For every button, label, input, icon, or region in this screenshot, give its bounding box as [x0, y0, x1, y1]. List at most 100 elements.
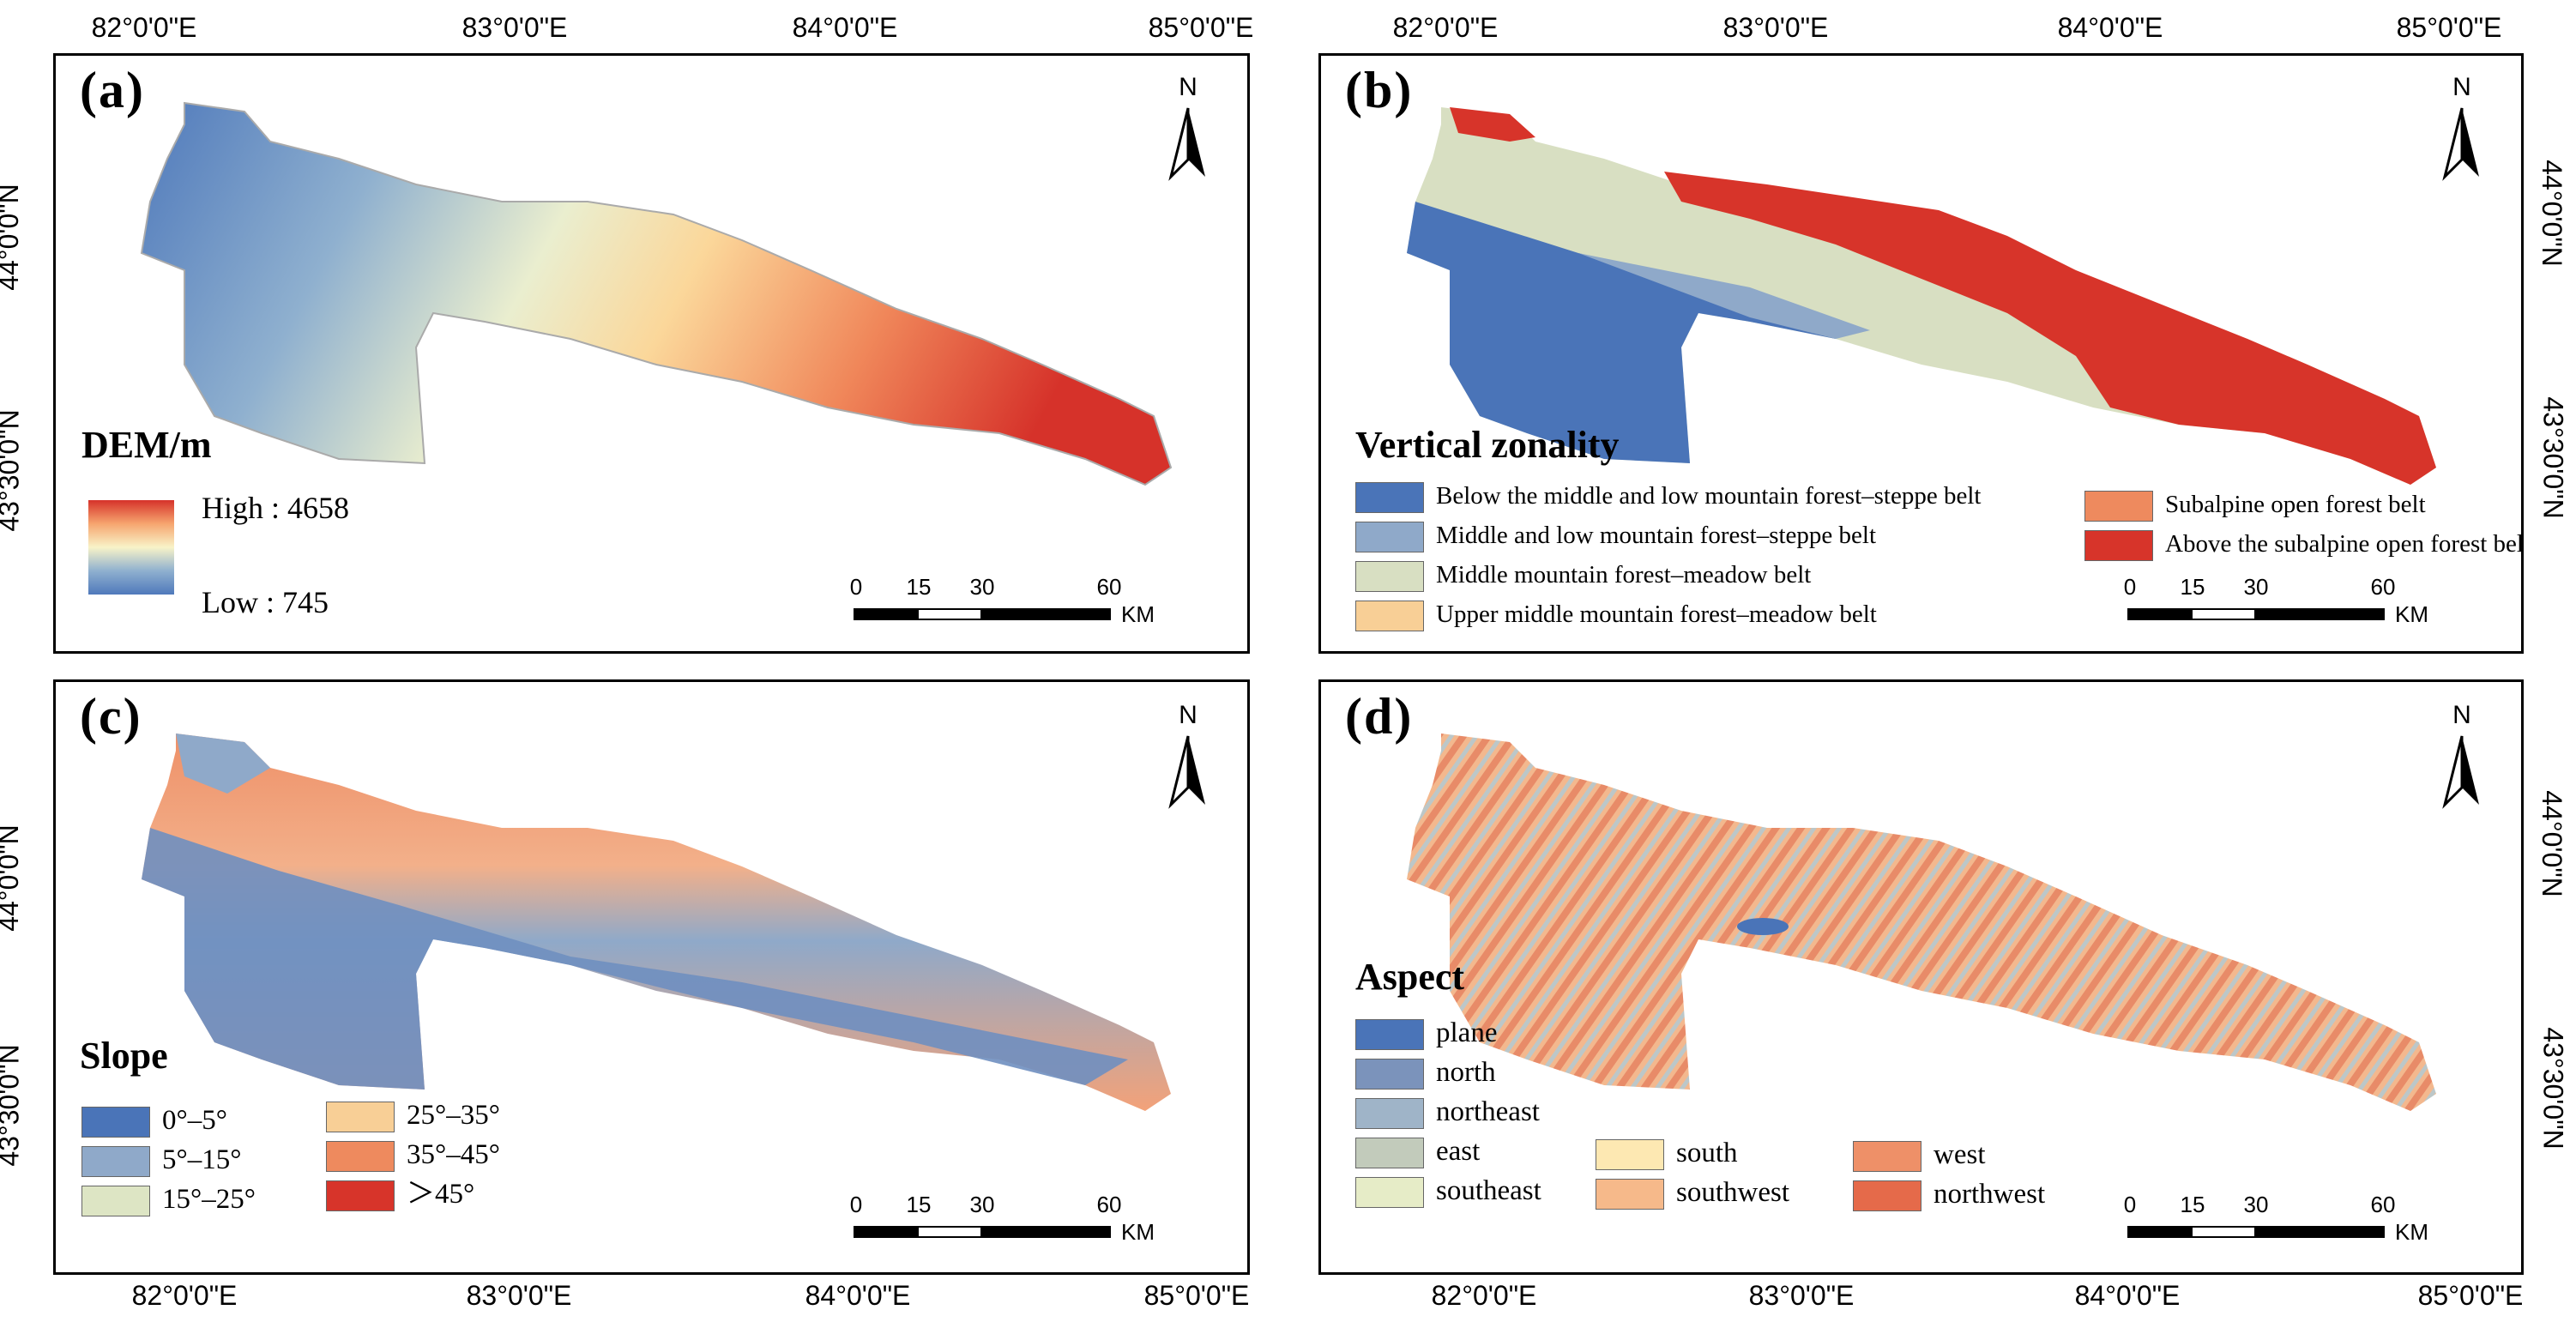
legend-label: Upper middle mountain forest–meadow belt — [1436, 601, 1877, 628]
panel-c-slope: (c) Slope 0°–5° 5°–15° 15°–25° 25°–35° 3… — [53, 679, 1250, 1275]
aspect-legend-col2: south southwest — [1596, 1133, 1789, 1212]
legend-label: 0°–5° — [162, 1105, 227, 1136]
legend-label: east — [1436, 1136, 1481, 1167]
legend-swatch — [1355, 1059, 1424, 1090]
lat-right-b-1: 44°0'0"N — [2536, 160, 2567, 267]
legend-label: southwest — [1676, 1177, 1789, 1208]
top-lon-left-1: 82°0'0"E — [91, 12, 197, 43]
scale-bar-c: 0 15 30 60 KM — [849, 1192, 1155, 1245]
top-lon-left-3: 84°0'0"E — [792, 12, 898, 43]
legend-label: plane — [1436, 1017, 1498, 1048]
bottom-lon-right-1: 82°0'0"E — [1431, 1280, 1537, 1311]
slope-legend-title: Slope — [80, 1035, 168, 1077]
legend-item: Middle and low mountain forest–steppe be… — [1355, 516, 1981, 555]
legend-item: Below the middle and low mountain forest… — [1355, 476, 1981, 516]
top-lon-right-2: 83°0'0"E — [1722, 12, 1829, 43]
zonality-legend-right: Subalpine open forest belt Above the sub… — [2084, 485, 2524, 564]
legend-label: Above the subalpine open forest belt — [2165, 530, 2524, 558]
legend-swatch — [1355, 1098, 1424, 1130]
legend-swatch — [81, 1186, 150, 1217]
lat-right-d-2: 43°30'0"N — [2537, 1027, 2569, 1150]
legend-label: ＞45° — [407, 1179, 475, 1210]
legend-item: 0°–5° — [81, 1101, 256, 1140]
legend-item: 5°–15° — [81, 1140, 256, 1180]
north-arrow-icon — [2442, 735, 2479, 809]
legend-item: southeast — [1355, 1171, 1541, 1210]
slope-legend-left: 0°–5° 5°–15° 15°–25° — [81, 1101, 256, 1219]
zonality-legend-left: Below the middle and low mountain forest… — [1355, 476, 1981, 634]
north-arrow-icon — [1168, 735, 1205, 809]
legend-item: 25°–35° — [326, 1096, 500, 1135]
top-lon-left-2: 83°0'0"E — [462, 12, 568, 43]
north-arrow-b: N — [2436, 73, 2488, 181]
legend-label: Middle mountain forest–meadow belt — [1436, 561, 1812, 589]
legend-label: 25°–35° — [407, 1100, 500, 1131]
lat-left-a-1: 44°0'0"N — [0, 184, 24, 291]
north-arrow-icon — [1168, 107, 1205, 181]
legend-item: northwest — [1853, 1174, 2045, 1214]
zonality-legend-title: Vertical zonality — [1355, 424, 1620, 466]
legend-item: east — [1355, 1132, 1541, 1171]
aspect-map — [1407, 733, 2436, 1111]
legend-swatch — [326, 1141, 395, 1173]
bottom-lon-right-3: 84°0'0"E — [2074, 1280, 2181, 1311]
legend-item: northeast — [1355, 1092, 1541, 1132]
aspect-legend-title: Aspect — [1355, 956, 1465, 998]
panel-c-label: (c) — [80, 688, 142, 745]
scale-bar-b: 0 15 30 60 KM — [2123, 574, 2428, 627]
slope-map — [142, 733, 1171, 1111]
legend-item: plane — [1355, 1013, 1541, 1053]
top-lon-left-4: 85°0'0"E — [1148, 12, 1254, 43]
bottom-lon-left-3: 84°0'0"E — [805, 1280, 911, 1311]
legend-item: 15°–25° — [81, 1180, 256, 1219]
north-label: N — [2452, 73, 2471, 101]
lat-left-a-2: 43°30'0"N — [0, 409, 25, 532]
north-label: N — [2452, 701, 2471, 729]
panel-d-aspect: (d) Aspect plane north northeast east so… — [1318, 679, 2524, 1275]
legend-swatch — [1355, 1177, 1424, 1209]
legend-label: south — [1676, 1138, 1738, 1168]
legend-label: Below the middle and low mountain forest… — [1436, 482, 1982, 510]
top-lon-right-3: 84°0'0"E — [2057, 12, 2163, 43]
legend-item: south — [1596, 1133, 1789, 1173]
north-label: N — [1179, 701, 1198, 729]
legend-swatch — [1355, 482, 1424, 514]
legend-item: Subalpine open forest belt — [2084, 485, 2521, 524]
bottom-lon-right-4: 85°0'0"E — [2417, 1280, 2524, 1311]
legend-swatch — [1596, 1179, 1664, 1210]
lat-right-b-2: 43°30'0"N — [2537, 396, 2569, 519]
legend-label: 5°–15° — [162, 1144, 242, 1175]
aspect-legend-col3: west northwest — [1853, 1135, 2045, 1214]
legend-item: Middle mountain forest–meadow belt — [1355, 555, 1981, 595]
legend-swatch — [2084, 491, 2153, 522]
legend-swatch — [326, 1180, 395, 1212]
scale-bar-d: 0 15 30 60 KM — [2123, 1192, 2428, 1245]
dem-color-ramp — [88, 500, 174, 595]
legend-swatch — [1355, 522, 1424, 553]
lat-right-d-1: 44°0'0"N — [2536, 790, 2567, 897]
north-arrow-icon — [2442, 107, 2479, 181]
legend-label: Middle and low mountain forest–steppe be… — [1436, 522, 1877, 549]
legend-swatch — [1853, 1141, 1921, 1173]
slope-legend-right: 25°–35° 35°–45° ＞45° — [326, 1096, 500, 1214]
legend-swatch — [81, 1107, 150, 1138]
scale-bar-a: 0 15 30 60 KM — [849, 574, 1155, 627]
dem-region-shape — [140, 101, 1173, 486]
panel-a-dem: (a) DEM/m High : 4658 Low : 745 N 0 15 3… — [53, 53, 1250, 654]
legend-label: 15°–25° — [162, 1184, 256, 1215]
legend-label: west — [1934, 1139, 1986, 1170]
legend-swatch — [326, 1102, 395, 1133]
legend-swatch — [81, 1146, 150, 1178]
top-lon-right-4: 85°0'0"E — [2396, 12, 2502, 43]
north-arrow-d: N — [2436, 701, 2488, 809]
legend-item: west — [1853, 1135, 2045, 1174]
legend-swatch — [1355, 601, 1424, 632]
bottom-lon-left-2: 83°0'0"E — [466, 1280, 572, 1311]
lat-left-c-2: 43°30'0"N — [0, 1044, 25, 1167]
legend-label: southeast — [1436, 1175, 1541, 1206]
legend-label: Subalpine open forest belt — [2165, 491, 2426, 518]
bottom-lon-left-1: 82°0'0"E — [131, 1280, 238, 1311]
bottom-lon-left-4: 85°0'0"E — [1143, 1280, 1250, 1311]
top-lon-right-1: 82°0'0"E — [1392, 12, 1499, 43]
panel-b-label: (b) — [1345, 62, 1414, 118]
